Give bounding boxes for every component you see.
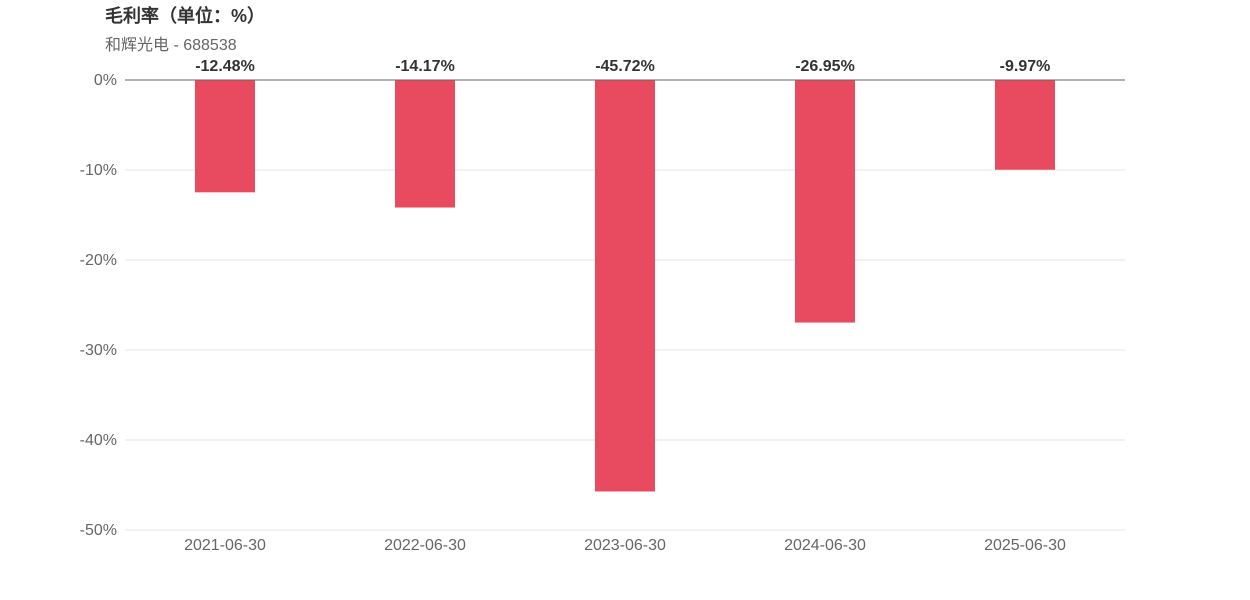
y-tick-label: -30% xyxy=(80,342,117,359)
x-tick-label: 2022-06-30 xyxy=(384,537,466,554)
chart-title: 毛利率（单位：%） xyxy=(105,6,266,26)
y-tick-label: 0% xyxy=(94,72,117,89)
y-tick-label: -40% xyxy=(80,432,117,449)
data-label: -45.72% xyxy=(595,58,655,75)
x-tick-label: 2025-06-30 xyxy=(984,537,1066,554)
bar[interactable] xyxy=(795,80,855,323)
y-tick-label: -10% xyxy=(80,162,117,179)
bar[interactable] xyxy=(595,80,655,492)
data-label: -9.97% xyxy=(1000,58,1051,75)
y-tick-label: -20% xyxy=(80,252,117,269)
data-label: -12.48% xyxy=(195,58,255,75)
x-tick-label: 2021-06-30 xyxy=(184,537,266,554)
bar[interactable] xyxy=(195,80,255,193)
bar[interactable] xyxy=(995,80,1055,170)
labels: 0% -10% -20% -30% -40% -50% -12.48% 2021-06-30 -… xyxy=(80,58,1066,554)
x-tick-label: 2024-06-30 xyxy=(784,537,866,554)
bars xyxy=(195,80,1055,492)
bar[interactable] xyxy=(395,80,455,208)
y-tick-label: -50% xyxy=(80,522,117,539)
x-tick-label: 2023-06-30 xyxy=(584,537,666,554)
chart-subtitle: 和辉光电 - 688538 xyxy=(105,37,237,54)
data-label: -26.95% xyxy=(795,58,855,75)
data-label: -14.17% xyxy=(395,58,455,75)
